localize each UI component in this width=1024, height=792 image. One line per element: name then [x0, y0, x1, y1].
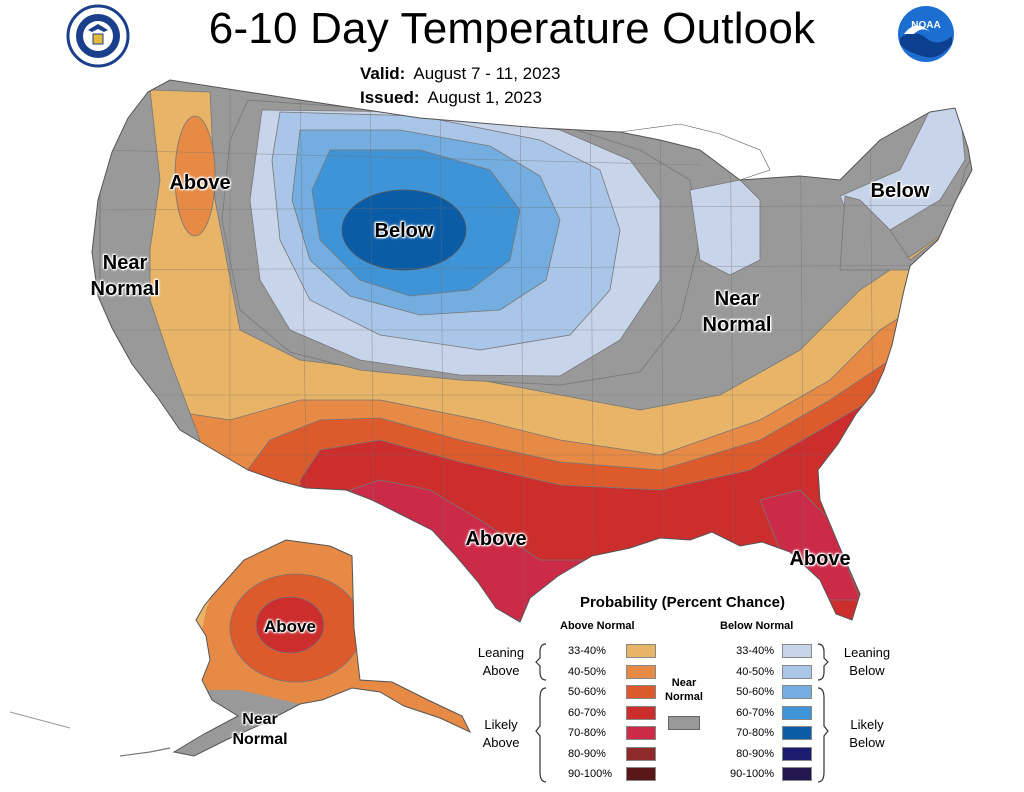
legend-above-swatch: [626, 644, 656, 658]
legend-near-normal-header: Near Normal: [658, 676, 710, 704]
legend-leaning-below: Leaning Below: [836, 644, 898, 680]
legend-below-range: 80-90%: [736, 747, 774, 760]
legend-above-range: 80-90%: [568, 747, 606, 760]
legend-near-normal-line2: Normal: [665, 691, 703, 703]
label-near-normal-west: Near Normal: [80, 250, 170, 302]
issued-line: Issued: August 1, 2023: [360, 88, 542, 108]
legend-below-row: 60-70%: [724, 704, 812, 722]
label-near-normal-east: Near Normal: [692, 286, 782, 338]
legend-near-normal-line1: Near: [671, 677, 697, 689]
label-near-normal-alaska: Near Normal: [218, 710, 302, 750]
legend-above-swatch: [626, 746, 656, 761]
issued-label: Issued:: [360, 88, 420, 107]
legend-near-normal-swatch: [668, 716, 700, 730]
legend-below-swatch: [782, 767, 812, 781]
legend-above-row: 40-50%: [568, 663, 656, 681]
legend-below-range: 50-60%: [736, 686, 774, 698]
legend-above-row: 50-60%: [568, 683, 656, 701]
label-above-south: Above: [465, 528, 527, 550]
label-below-north: Below: [374, 220, 434, 242]
label-near-normal-east-line1: Near: [714, 288, 760, 310]
label-above-alaska: Above: [264, 617, 316, 636]
legend-below-range: 70-80%: [736, 727, 774, 739]
legend-above-range: 90-100%: [568, 768, 613, 780]
label-near-normal-east-line2: Normal: [702, 314, 772, 336]
legend-likely-above-line1: Likely: [484, 717, 518, 732]
legend-below-row: 33-40%: [724, 642, 812, 660]
legend-above-swatch: [626, 664, 656, 679]
legend-above-row: 60-70%: [568, 704, 656, 722]
legend-below-header: Below Normal: [720, 620, 794, 632]
legend-above-range: 70-80%: [568, 727, 606, 739]
label-near-normal-west-line2: Normal: [90, 278, 160, 300]
legend-leaning-above-line1: Leaning: [477, 645, 525, 660]
legend-likely-below-line1: Likely: [850, 717, 884, 732]
legend-likely-below-line2: Below: [849, 735, 885, 750]
label-above-florida: Above: [789, 548, 851, 570]
commerce-seal-logo: [66, 4, 130, 68]
label-near-normal-alaska-line2: Normal: [232, 731, 288, 748]
legend-below-row: 50-60%: [724, 683, 812, 701]
legend-below-swatch: [782, 726, 812, 740]
legend-above-swatch: [626, 685, 656, 699]
legend-likely-above: Likely Above: [470, 716, 532, 752]
legend-below-range: 40-50%: [736, 665, 774, 678]
legend-above-range: 50-60%: [568, 686, 606, 698]
legend-above-row: 33-40%: [568, 642, 656, 660]
legend-likely-below: Likely Below: [836, 716, 898, 752]
legend-below-swatch: [782, 644, 812, 658]
legend-below-range: 90-100%: [729, 768, 774, 780]
legend-below-swatch: [782, 664, 812, 679]
legend-leaning-above: Leaning Above: [470, 644, 532, 680]
legend-above-range: 33-40%: [568, 645, 606, 657]
legend-above-row: 80-90%: [568, 745, 656, 763]
legend-leaning-above-line2: Above: [482, 663, 520, 678]
legend-above-row: 70-80%: [568, 724, 656, 742]
page-title: 6-10 Day Temperature Outlook: [208, 4, 816, 53]
valid-label: Valid:: [360, 64, 406, 83]
legend-above-swatch: [626, 705, 656, 720]
legend-below-row: 70-80%: [724, 724, 812, 742]
noaa-logo: NOAA: [898, 6, 954, 62]
legend-above-header: Above Normal: [560, 620, 635, 632]
legend-below-range: 60-70%: [736, 706, 774, 719]
noaa-logo-text: NOAA: [911, 20, 940, 31]
legend-above-swatch: [626, 767, 656, 781]
label-below-northeast: Below: [870, 180, 930, 202]
legend-below-row: 40-50%: [724, 663, 812, 681]
label-near-normal-west-line1: Near: [102, 252, 148, 274]
label-near-normal-alaska-line1: Near: [242, 711, 278, 728]
issued-value: August 1, 2023: [427, 88, 542, 107]
label-above-northwest: Above: [169, 172, 231, 194]
legend-title: Probability (Percent Chance): [579, 594, 786, 611]
valid-line: Valid: August 7 - 11, 2023: [360, 64, 560, 84]
legend-below-swatch: [782, 705, 812, 720]
legend-below-swatch: [782, 685, 812, 699]
legend-above-swatch: [626, 726, 656, 740]
legend-leaning-below-line2: Below: [849, 663, 885, 678]
valid-value: August 7 - 11, 2023: [413, 64, 561, 83]
legend-likely-above-line2: Above: [482, 735, 520, 750]
legend-above-row: 90-100%: [568, 765, 656, 783]
legend-above-range: 60-70%: [568, 706, 606, 719]
legend-below-range: 33-40%: [736, 645, 774, 657]
legend-below-row: 80-90%: [724, 745, 812, 763]
legend-above-range: 40-50%: [568, 665, 606, 678]
legend-leaning-below-line1: Leaning: [843, 645, 891, 660]
legend-below-swatch: [782, 746, 812, 761]
legend-below-row: 90-100%: [724, 765, 812, 783]
